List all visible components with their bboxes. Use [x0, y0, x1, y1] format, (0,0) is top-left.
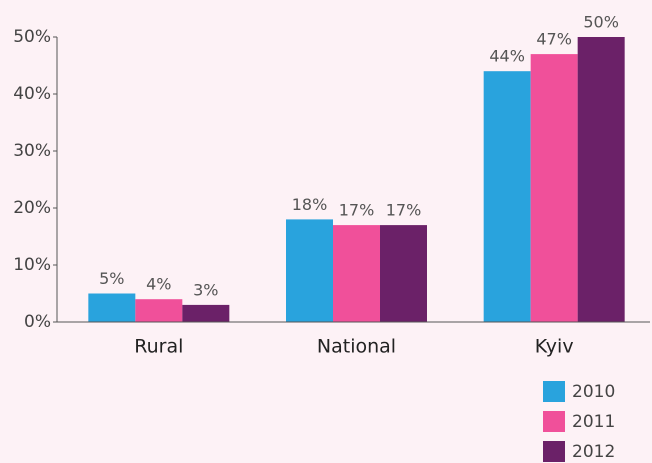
bar	[530, 54, 578, 322]
legend-label: 2011	[572, 412, 615, 432]
bar	[135, 299, 183, 322]
bar	[380, 225, 427, 322]
value-label: 3%	[193, 280, 218, 299]
value-label: 18%	[292, 195, 328, 214]
y-tick-label: 10%	[13, 255, 51, 275]
value-label: 44%	[489, 47, 525, 66]
bar	[182, 304, 230, 322]
y-tick-label: 50%	[13, 27, 51, 47]
legend-swatch	[543, 441, 565, 462]
x-tick-label: Rural	[134, 336, 183, 358]
bar	[88, 293, 136, 322]
bar	[333, 225, 380, 322]
bar	[483, 71, 531, 322]
value-label: 4%	[146, 275, 171, 294]
y-tick-label: 30%	[13, 141, 51, 161]
bar	[577, 37, 625, 322]
y-tick-label: 40%	[13, 84, 51, 104]
legend-label: 2010	[572, 382, 615, 402]
legend-swatch	[543, 381, 565, 402]
y-tick-label: 20%	[13, 198, 51, 218]
x-tick-label: National	[317, 336, 396, 358]
y-tick-label: 0%	[24, 312, 51, 332]
bar	[286, 219, 333, 322]
value-label: 47%	[536, 30, 572, 49]
value-label: 5%	[99, 269, 124, 288]
legend-swatch	[543, 411, 565, 432]
legend-label: 2012	[572, 442, 615, 462]
x-tick-label: Kyiv	[535, 336, 574, 358]
value-label: 50%	[583, 13, 619, 32]
value-label: 17%	[339, 201, 375, 220]
value-label: 17%	[386, 201, 422, 220]
